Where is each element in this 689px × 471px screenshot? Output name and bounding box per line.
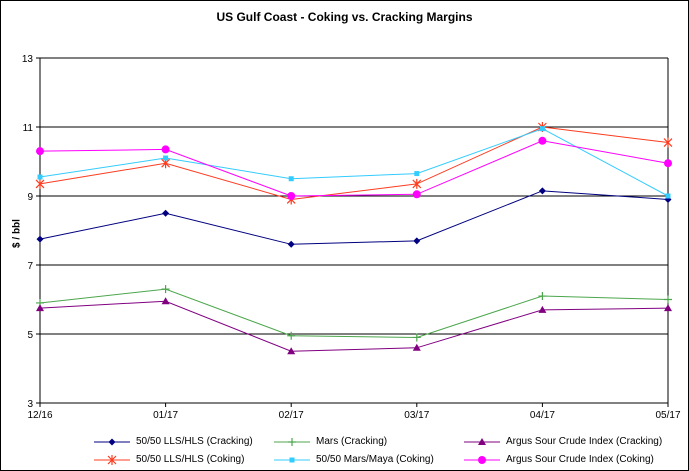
series-line [39, 190, 669, 245]
series-line [39, 288, 669, 338]
series-6 [36, 136, 672, 200]
legend-swatch [464, 456, 500, 464]
xtick-label: 01/17 [153, 410, 178, 421]
data-point [161, 145, 170, 154]
data-point [538, 292, 547, 301]
series-group [35, 122, 673, 355]
legend-label: Mars (Cracking) [316, 436, 388, 447]
series-line [39, 300, 669, 352]
ytick-label: 3 [27, 399, 33, 410]
data-point [412, 333, 421, 342]
data-point [538, 305, 547, 313]
legend-swatch [464, 438, 500, 445]
legend-swatch-marker [108, 438, 116, 446]
data-point [36, 147, 44, 156]
data-point [288, 176, 294, 182]
legend-swatch [274, 438, 310, 446]
ytick-label: 5 [27, 330, 33, 341]
data-point [161, 285, 170, 294]
legend-label: Argus Sour Crude Index (Coking) [506, 454, 654, 465]
legend-swatch-marker [478, 456, 486, 464]
ytick-label: 7 [27, 261, 33, 272]
chart-title: US Gulf Coast - Coking vs. Cracking Marg… [216, 10, 473, 24]
data-point [162, 209, 170, 217]
data-point [665, 193, 671, 199]
data-point [664, 295, 672, 304]
legend: 50/50 LLS/HLS (Cracking) Mars (Cracking) A… [0, 432, 689, 468]
data-point [163, 155, 169, 161]
xtick-label: 12/16 [27, 410, 52, 421]
data-point [539, 126, 545, 132]
series-line [39, 140, 669, 197]
legend-label: 50/50 LLS/HLS (Coking) [136, 454, 245, 465]
legend-swatch-marker [289, 457, 295, 463]
legend-label: 50/50 LLS/HLS (Cracking) [136, 436, 253, 447]
series-5 [37, 126, 671, 199]
data-point [287, 331, 296, 340]
series-line [39, 128, 669, 197]
legend-swatch [94, 438, 130, 446]
data-point [287, 347, 296, 355]
data-point [538, 136, 547, 145]
data-point [161, 297, 170, 305]
xtick-label: 04/17 [530, 410, 555, 421]
tick-labels-group: 3 5 7 9 11 13 12/16 01/17 02/17 03/17 04/17 05/17 [22, 54, 681, 421]
xtick-label: 02/17 [279, 410, 304, 421]
ytick-label: 13 [22, 54, 34, 65]
legend-swatch-marker [288, 438, 296, 446]
data-point [412, 343, 421, 351]
data-point [287, 240, 295, 248]
data-point [538, 187, 546, 195]
grid-group [40, 57, 668, 404]
data-point [664, 304, 672, 312]
ytick-label: 9 [27, 192, 33, 203]
legend-swatch [94, 455, 130, 465]
series-line [39, 126, 669, 200]
legend-label: Argus Sour Crude Index (Cracking) [506, 436, 663, 447]
legend-label: 50/50 Mars/Maya (Coking) [316, 454, 434, 465]
axes-group [36, 57, 669, 407]
data-point [414, 171, 420, 177]
legend-swatch-marker [107, 455, 117, 465]
xtick-label: 05/17 [655, 410, 680, 421]
series-1 [36, 187, 672, 248]
data-point [287, 192, 296, 200]
data-point [37, 174, 43, 180]
data-point [36, 235, 44, 243]
series-2 [36, 285, 672, 342]
data-point [664, 159, 672, 168]
data-point [412, 178, 422, 189]
data-point [413, 237, 421, 245]
data-point [412, 190, 421, 199]
series-3 [36, 297, 672, 355]
data-point [663, 137, 673, 148]
ytick-label: 11 [23, 123, 34, 134]
xtick-label: 03/17 [404, 410, 429, 421]
data-point [36, 304, 44, 312]
legend-swatch-marker [478, 438, 486, 445]
legend-swatch [274, 457, 310, 463]
data-point [35, 178, 45, 189]
